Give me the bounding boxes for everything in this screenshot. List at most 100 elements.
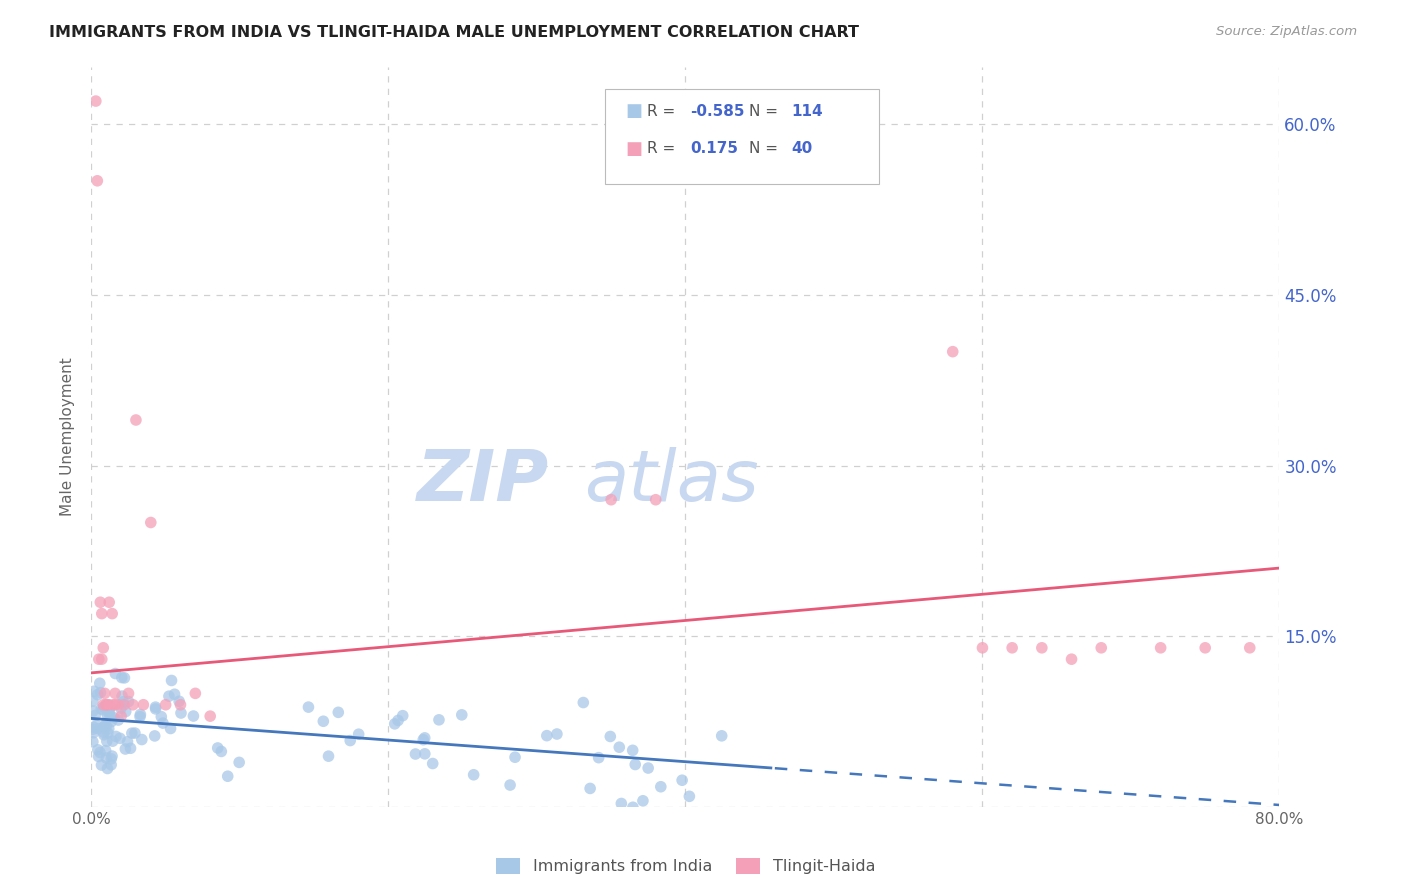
- Point: [536, 729, 558, 743]
- Point: [91, 640, 114, 655]
- Point: [86, 719, 108, 733]
- Point: [450, 707, 472, 722]
- Point: [96, 734, 118, 748]
- Point: [101, 749, 124, 764]
- Point: [82, 735, 104, 749]
- Point: [637, 761, 659, 775]
- Point: [90, 702, 112, 716]
- Point: [129, 707, 152, 722]
- Point: [150, 709, 173, 723]
- Point: [621, 800, 644, 814]
- Point: [328, 706, 350, 720]
- Point: [93, 720, 115, 734]
- Point: [97, 704, 120, 718]
- Point: [339, 733, 361, 747]
- Point: [413, 747, 436, 761]
- Point: [121, 726, 143, 740]
- Point: [84, 94, 107, 108]
- Point: [96, 762, 118, 776]
- Point: [391, 708, 413, 723]
- Point: [104, 666, 127, 681]
- Text: Source: ZipAtlas.com: Source: ZipAtlas.com: [1216, 25, 1357, 38]
- Text: atlas: atlas: [585, 447, 759, 516]
- Point: [84, 708, 107, 723]
- Point: [132, 698, 155, 712]
- Point: [503, 750, 526, 764]
- Point: [98, 700, 121, 714]
- Point: [89, 685, 111, 699]
- Point: [297, 700, 319, 714]
- Point: [112, 698, 135, 712]
- Point: [599, 730, 621, 744]
- Point: [83, 720, 105, 734]
- Point: [384, 716, 406, 731]
- Point: [942, 344, 965, 359]
- Point: [111, 689, 134, 703]
- Point: [97, 726, 120, 740]
- Point: [155, 698, 177, 712]
- Point: [318, 749, 340, 764]
- Point: [588, 750, 610, 764]
- Point: [710, 729, 733, 743]
- Text: N =: N =: [749, 104, 779, 119]
- Point: [972, 640, 994, 655]
- Point: [129, 709, 152, 723]
- Point: [111, 671, 134, 685]
- Point: [91, 703, 114, 717]
- Point: [96, 751, 118, 765]
- Point: [607, 740, 630, 755]
- Point: [98, 709, 121, 723]
- Legend: Immigrants from India, Tlingit-Haida: Immigrants from India, Tlingit-Haida: [489, 851, 882, 880]
- Point: [347, 727, 370, 741]
- Point: [93, 699, 115, 714]
- Point: [1090, 640, 1112, 655]
- Point: [90, 758, 112, 772]
- Point: [228, 756, 250, 770]
- Point: [631, 794, 654, 808]
- Point: [110, 701, 132, 715]
- Point: [170, 706, 193, 720]
- Point: [117, 686, 139, 700]
- Point: [387, 714, 409, 728]
- Point: [98, 698, 121, 712]
- Point: [125, 413, 148, 427]
- Point: [413, 731, 436, 745]
- Point: [122, 698, 145, 712]
- Point: [86, 174, 108, 188]
- Point: [404, 747, 426, 761]
- Point: [87, 749, 110, 764]
- Text: ■: ■: [626, 140, 643, 158]
- Point: [207, 741, 229, 756]
- Point: [1194, 640, 1216, 655]
- Point: [143, 729, 166, 743]
- Point: [100, 757, 122, 772]
- Text: R =: R =: [647, 142, 675, 156]
- Text: IMMIGRANTS FROM INDIA VS TLINGIT-HAIDA MALE UNEMPLOYMENT CORRELATION CHART: IMMIGRANTS FROM INDIA VS TLINGIT-HAIDA M…: [49, 25, 859, 40]
- Text: N =: N =: [749, 142, 779, 156]
- Point: [671, 773, 693, 788]
- Point: [427, 713, 450, 727]
- Point: [89, 595, 111, 609]
- Point: [82, 704, 104, 718]
- Point: [100, 752, 122, 766]
- Point: [546, 727, 568, 741]
- Point: [579, 781, 602, 796]
- Point: [82, 723, 104, 737]
- Point: [96, 708, 118, 723]
- Point: [117, 734, 139, 748]
- Point: [94, 743, 117, 757]
- Text: ■: ■: [626, 103, 643, 120]
- Point: [96, 698, 118, 712]
- Point: [644, 492, 666, 507]
- Point: [169, 698, 191, 712]
- Point: [163, 687, 186, 701]
- Point: [312, 714, 335, 729]
- Point: [82, 694, 104, 708]
- Point: [93, 725, 115, 739]
- Point: [145, 700, 167, 714]
- Point: [107, 713, 129, 727]
- Point: [114, 742, 136, 756]
- Point: [1001, 640, 1024, 655]
- Point: [101, 734, 124, 748]
- Point: [91, 698, 114, 712]
